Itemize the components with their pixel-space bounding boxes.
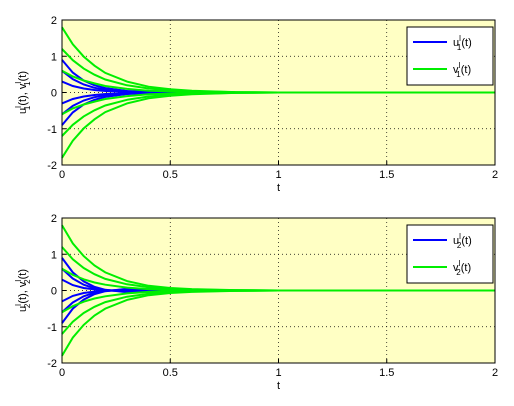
text-part: u [453,37,459,49]
x-tick-label: 1 [275,367,281,379]
legend-label: ul 2(t) [453,232,472,250]
text-part: 1 [457,43,462,52]
y-tick-label: 2 [51,213,57,225]
y-tick-label: -2 [47,358,57,370]
y-tick-label: -1 [47,124,57,136]
x-tick-label: 2 [492,367,498,379]
y-tick-label: 0 [51,88,57,100]
legend-label: vl 1(t) [453,61,471,79]
text-part: l [459,34,461,43]
plot-frame [61,19,496,166]
text-part: (t) [461,37,471,49]
x-tick-label: 0 [59,169,65,181]
text-part: 2 [23,303,32,308]
text-part: 2 [23,279,32,284]
text-part: (t), v [17,83,29,105]
text-part: u [453,235,459,247]
text-part: 2 [456,268,461,277]
y-tick-label: 1 [51,249,57,261]
x-tick-label: 0 [59,367,65,379]
text-part: l [14,280,23,282]
text-part: u [17,108,29,114]
x-tick-label: 0.5 [163,367,178,379]
y-tick-label: -1 [47,322,57,334]
text-part: 2 [457,241,462,250]
x-tick-label: 0.5 [163,169,178,181]
x-tick-label: 2 [492,169,498,181]
text-part: l [14,82,23,84]
text-part: l [459,232,461,241]
text-part: 1 [456,70,461,79]
x-axis-label: t [277,182,280,194]
text-part: 1 [23,105,32,110]
text-part: (t) [17,71,29,81]
text-part: u [17,306,29,312]
text-part: v [453,262,459,274]
y-tick-label: 2 [51,15,57,27]
text-part: (t) [461,235,471,247]
x-tick-label: 1.5 [379,169,394,181]
data-line [61,289,495,357]
y-axis-label: ul2(t), vl2(t) [14,269,32,312]
legend-box [406,224,494,284]
text-part: (t) [461,262,471,274]
legend-box [406,26,494,86]
x-axis-label: t [277,380,280,392]
text-part: (t), v [17,281,29,303]
text-part: 1 [23,81,32,86]
x-tick-label: 1.5 [379,367,394,379]
plot-frame [61,217,496,364]
y-tick-label: 0 [51,286,57,298]
text-part: v [453,64,459,76]
y-axis-label: ul1(t), vl1(t) [14,71,32,114]
y-tick-label: 1 [51,51,57,63]
text-part: l [459,259,461,268]
text-part: (t) [17,269,29,279]
legend-label: vl 2(t) [453,259,471,277]
text-part: l [459,61,461,70]
legend-label: ul 1(t) [453,34,472,52]
text-part: l [14,304,23,306]
data-line [61,91,495,159]
x-tick-label: 1 [275,169,281,181]
text-part: (t) [461,64,471,76]
text-part: l [14,106,23,108]
y-tick-label: -2 [47,160,57,172]
